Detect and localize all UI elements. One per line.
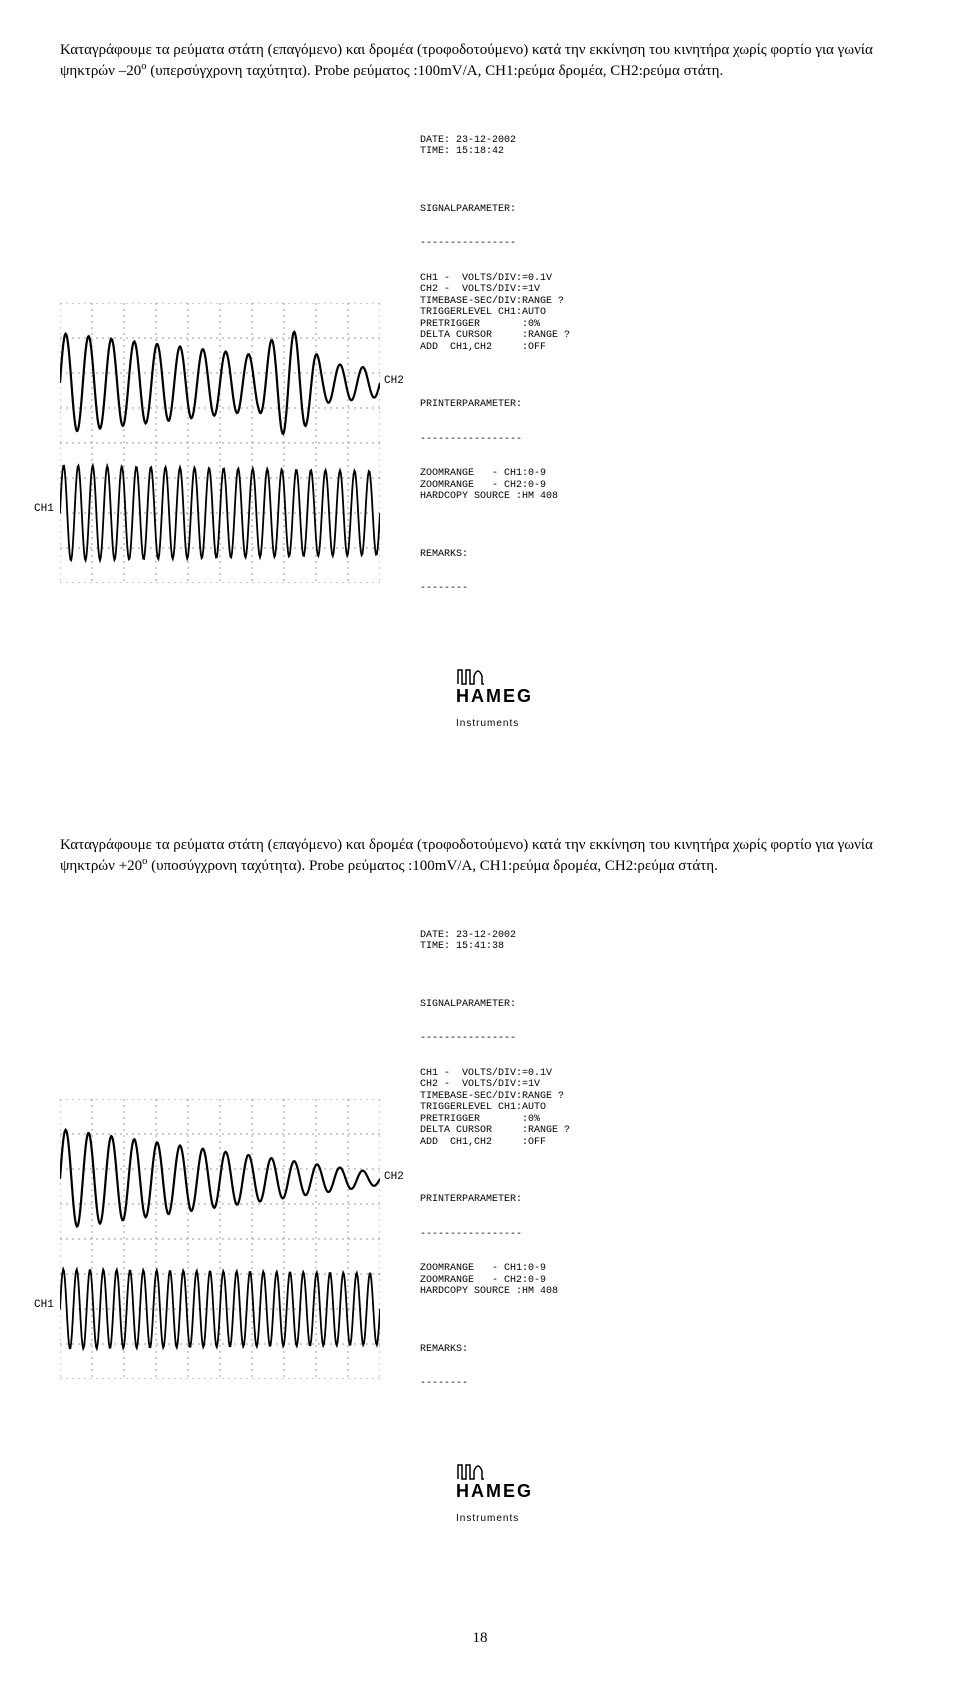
prn-underline: -----------------: [420, 1229, 570, 1241]
sig-body: CH1 - VOLTS/DIV:=0.1V CH2 - VOLTS/DIV:=1…: [420, 273, 570, 354]
info-header: DATE: 23-12-2002 TIME: 15:18:42: [420, 135, 570, 158]
rmk-underline: --------: [420, 1378, 570, 1390]
scope-2: CH2 CH1: [60, 1099, 400, 1379]
sig-title: SIGNALPARAMETER:: [420, 999, 570, 1011]
para2-rest: (υποσύγχρονη ταχύτητα). Probe ρεύματος :…: [147, 858, 717, 874]
sig-underline: ----------------: [420, 238, 570, 250]
prn-title: PRINTERPARAMETER:: [420, 1194, 570, 1206]
prn-body: ZOOMRANGE - CH1:0-9 ZOOMRANGE - CH2:0-9 …: [420, 468, 570, 503]
ch2-label: CH2: [384, 375, 404, 387]
paragraph-1: Καταγράφουμε τα ρεύματα στάτη (επαγόμενο…: [60, 40, 900, 82]
sig-title: SIGNALPARAMETER:: [420, 204, 570, 216]
logo-wave-icon: [456, 1459, 486, 1481]
figure-1: CH2 CH1 DATE: 23-12-2002 TIME: 15:18:42 …: [60, 112, 900, 776]
rmk-underline: --------: [420, 583, 570, 595]
ch2-label: CH2: [384, 1171, 404, 1183]
ch1-label: CH1: [34, 1299, 54, 1311]
brand-text: HAMEG: [456, 686, 533, 706]
prn-body: ZOOMRANGE - CH1:0-9 ZOOMRANGE - CH2:0-9 …: [420, 1263, 570, 1298]
brand-text: HAMEG: [456, 1481, 533, 1501]
scope-1-svg: [60, 303, 380, 583]
paragraph-2: Καταγράφουμε τα ρεύματα στάτη (επαγόμενο…: [60, 835, 900, 877]
page-number: 18: [60, 1630, 900, 1647]
prn-underline: -----------------: [420, 434, 570, 446]
scope-2-info: DATE: 23-12-2002 TIME: 15:41:38 SIGNALPA…: [420, 907, 570, 1571]
hameg-logo: HAMEG Instruments: [420, 652, 570, 752]
rmk-title: REMARKS:: [420, 549, 570, 561]
ch1-label: CH1: [34, 503, 54, 515]
prn-title: PRINTERPARAMETER:: [420, 399, 570, 411]
figure-2: CH2 CH1 DATE: 23-12-2002 TIME: 15:41:38 …: [60, 907, 900, 1571]
instr-text: Instruments: [456, 1513, 570, 1525]
scope-2-svg: [60, 1099, 380, 1379]
hameg-logo: HAMEG Instruments: [420, 1447, 570, 1547]
sig-body: CH1 - VOLTS/DIV:=0.1V CH2 - VOLTS/DIV:=1…: [420, 1068, 570, 1149]
para1-rest: (υπερσύγχρονη ταχύτητα). Probe ρεύματος …: [146, 63, 723, 79]
rmk-title: REMARKS:: [420, 1344, 570, 1356]
scope-1-info: DATE: 23-12-2002 TIME: 15:18:42 SIGNALPA…: [420, 112, 570, 776]
info-header: DATE: 23-12-2002 TIME: 15:41:38: [420, 930, 570, 953]
logo-wave-icon: [456, 664, 486, 686]
scope-1: CH2 CH1: [60, 303, 400, 583]
sig-underline: ----------------: [420, 1033, 570, 1045]
instr-text: Instruments: [456, 718, 570, 730]
